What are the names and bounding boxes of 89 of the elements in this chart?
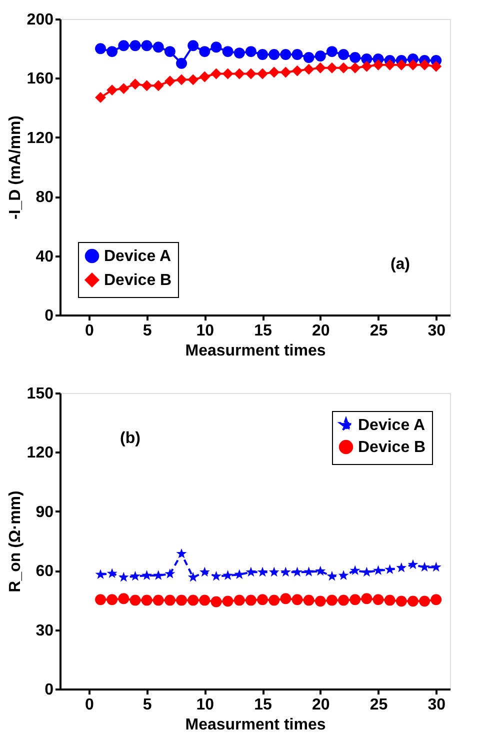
point <box>361 60 372 72</box>
x-tick-label: 15 <box>254 322 272 340</box>
point <box>338 62 350 74</box>
point <box>314 50 326 62</box>
y-tick-label: 0 <box>44 308 54 324</box>
point <box>268 66 280 78</box>
point <box>257 68 268 80</box>
point <box>141 40 152 52</box>
y-tick-label: 30 <box>36 622 54 640</box>
point <box>430 60 442 72</box>
point <box>338 49 350 60</box>
point <box>130 78 141 90</box>
point <box>199 46 210 58</box>
point <box>280 49 292 60</box>
point <box>152 80 164 92</box>
point <box>210 42 222 53</box>
point <box>164 76 176 87</box>
y-axis-title: -I_D (mA/mm) <box>6 115 24 220</box>
point <box>106 46 118 58</box>
point <box>303 52 314 63</box>
y-tick-label: 160 <box>26 70 54 88</box>
point <box>95 43 106 54</box>
point <box>210 68 222 80</box>
point <box>245 68 256 80</box>
x-tick-label: 30 <box>428 696 446 714</box>
x-tick-label: 5 <box>142 322 152 340</box>
point <box>141 80 152 92</box>
point <box>303 64 314 75</box>
point <box>188 74 199 86</box>
point <box>372 59 384 70</box>
x-tick-label: 30 <box>428 322 446 340</box>
y-tick-label: 90 <box>36 504 54 521</box>
point <box>188 40 199 52</box>
x-tick-label: 25 <box>370 696 388 714</box>
point <box>199 71 210 82</box>
point <box>118 40 130 52</box>
point <box>152 42 164 53</box>
x-tick-label: 10 <box>196 322 214 340</box>
point <box>350 62 361 74</box>
annotation: (b) <box>120 430 140 447</box>
x-tick-label: 25 <box>370 322 388 340</box>
point <box>419 59 430 70</box>
point <box>326 46 338 58</box>
y-tick-label: 150 <box>26 386 54 402</box>
annotation: (a) <box>390 256 410 273</box>
point <box>95 92 106 103</box>
x-axis-title: Measurment times <box>185 716 326 734</box>
point <box>234 48 245 59</box>
x-tick-label: 15 <box>254 696 272 714</box>
x-tick-label: 0 <box>84 696 94 714</box>
point <box>326 62 338 74</box>
point <box>292 65 303 76</box>
point <box>176 58 187 69</box>
point <box>176 74 187 86</box>
legend-label: Device A <box>104 248 172 265</box>
legend-label: Device B <box>104 272 172 289</box>
point <box>314 62 326 74</box>
point <box>118 83 130 94</box>
x-axis-title: Measurment times <box>185 342 326 360</box>
y-tick-label: 40 <box>36 248 54 266</box>
point <box>245 46 256 58</box>
point <box>384 59 396 70</box>
point <box>222 68 234 80</box>
point <box>130 40 141 52</box>
point <box>234 68 245 80</box>
x-tick-label: 20 <box>312 322 330 340</box>
y-tick-label: 120 <box>26 130 54 147</box>
point <box>164 46 176 58</box>
y-tick-label: 0 <box>44 682 54 698</box>
point <box>396 59 407 70</box>
point <box>106 84 118 96</box>
x-tick-label: 0 <box>84 322 94 340</box>
y-tick-label: 80 <box>36 189 54 206</box>
point <box>222 46 234 58</box>
point <box>407 59 418 70</box>
x-tick-label: 20 <box>312 696 330 714</box>
point <box>257 49 268 60</box>
legend-label: Device A <box>358 417 426 434</box>
y-tick-label: 200 <box>26 12 54 28</box>
point <box>280 66 292 78</box>
x-tick-label: 10 <box>196 696 214 714</box>
x-tick-label: 5 <box>142 696 152 714</box>
y-tick-label: 60 <box>36 563 54 580</box>
y-axis-title: R_on (Ω·mm) <box>6 490 24 592</box>
point <box>292 49 303 60</box>
legend-label: Device B <box>358 439 426 456</box>
point <box>350 52 361 63</box>
y-tick-label: 120 <box>26 444 54 462</box>
point <box>268 49 280 60</box>
